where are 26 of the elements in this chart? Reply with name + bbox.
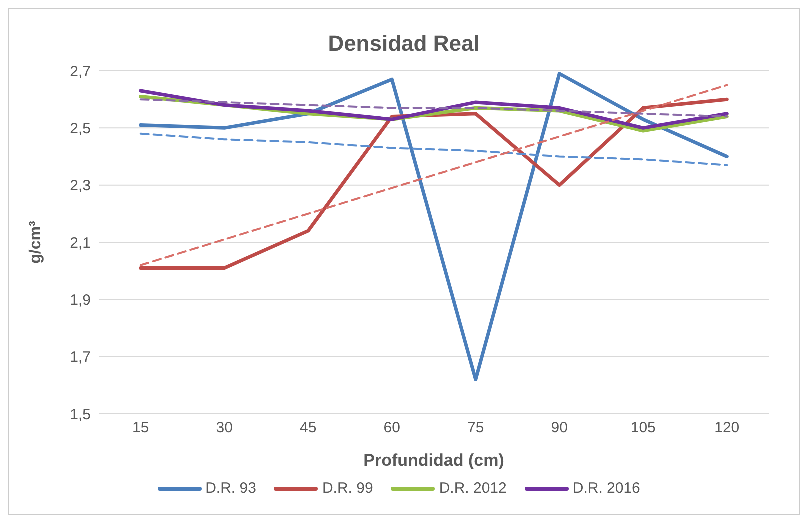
y-tick-label: 2,7 [70, 63, 91, 80]
legend-label: D.R. 93 [204, 480, 256, 497]
legend-label: D.R. 2012 [438, 480, 507, 497]
legend-label: D.R. 2016 [572, 480, 640, 497]
y-tick-label: 2,5 [70, 120, 91, 138]
y-tick-label: 1,7 [70, 349, 91, 366]
line-series [140, 132, 728, 166]
x-tick-label: 105 [630, 420, 656, 437]
x-tick-label: 75 [468, 420, 484, 437]
x-tick-label: 30 [216, 420, 233, 437]
x-tick-label: 60 [384, 420, 400, 437]
y-tick-label: 1,9 [70, 292, 91, 309]
x-tick-label: 90 [551, 420, 568, 437]
x-axis-title: Profundidad (cm) [364, 451, 504, 470]
y-tick-label: 2,3 [70, 178, 91, 195]
line-series [139, 72, 729, 382]
y-tick-label: 1,5 [70, 406, 91, 424]
x-tick-label: 15 [132, 420, 150, 437]
x-tick-label: 45 [300, 420, 317, 437]
y-axis-title: g/cm³ [28, 221, 45, 264]
legend-label: D.R. 99 [321, 480, 374, 497]
y-tick-label: 2,1 [70, 234, 91, 252]
x-tick-label: 120 [714, 420, 740, 437]
line-series [140, 98, 728, 118]
chart-title: Densidad Real [327, 31, 481, 57]
line-series [139, 89, 729, 130]
